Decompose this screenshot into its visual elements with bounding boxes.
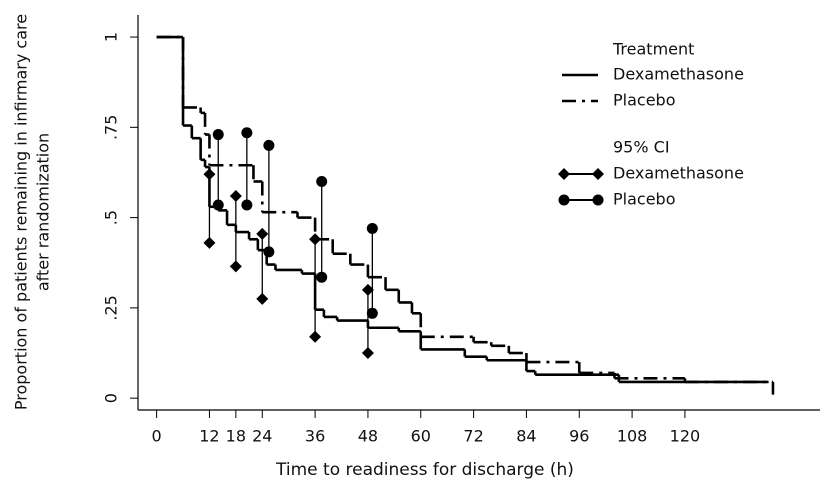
- x-tick-label: 18: [226, 427, 246, 446]
- y-tick-label: 1: [102, 32, 121, 42]
- x-tick-label: 84: [516, 427, 536, 446]
- legend-label: Dexamethasone: [613, 164, 744, 183]
- ci-marker: [256, 292, 269, 305]
- y-tick-label: 0: [102, 393, 121, 403]
- y-tick-label: .5: [102, 210, 121, 225]
- ci-marker: [592, 168, 604, 180]
- ci-marker: [366, 307, 378, 319]
- ci-marker: [212, 129, 224, 141]
- legend-label: Placebo: [613, 91, 675, 110]
- ci-marker: [203, 168, 216, 181]
- x-tick-label: 36: [305, 427, 325, 446]
- ci-marker: [592, 194, 604, 206]
- x-axis-label: Time to readiness for discharge (h): [275, 460, 574, 480]
- legend-label: Placebo: [613, 190, 675, 209]
- y-axis-label: Proportion of patients remaining in infi…: [12, 14, 31, 410]
- x-tick-label: 0: [152, 427, 162, 446]
- ci-marker: [241, 199, 253, 211]
- ci-marker: [256, 227, 269, 240]
- x-tick-label: 12: [199, 427, 219, 446]
- legend-label: Dexamethasone: [613, 65, 744, 84]
- ci-marker: [309, 330, 322, 343]
- ci-marker: [229, 189, 242, 202]
- x-tick-label: 60: [411, 427, 431, 446]
- ci-marker: [366, 222, 378, 234]
- x-tick-label: 24: [252, 427, 272, 446]
- ci-marker: [558, 168, 570, 180]
- legend-title: Treatment: [612, 40, 694, 59]
- ci-marker: [558, 194, 570, 206]
- x-tick-label: 120: [670, 427, 701, 446]
- x-tick-label: 72: [463, 427, 483, 446]
- ci-marker: [361, 283, 374, 296]
- y-axis-label: after randomization: [34, 133, 53, 291]
- legend-title: 95% CI: [613, 138, 670, 157]
- ci-marker: [316, 176, 328, 187]
- ci-marker: [203, 236, 216, 249]
- y-tick-label: .75: [102, 115, 121, 140]
- x-tick-label: 48: [358, 427, 378, 446]
- ci-marker: [361, 347, 374, 360]
- ci-marker: [241, 127, 253, 139]
- y-tick-label: .25: [102, 295, 121, 320]
- ci-marker: [263, 246, 275, 258]
- x-tick-label: 108: [617, 427, 648, 446]
- ci-marker: [229, 260, 242, 273]
- ci-marker: [309, 233, 322, 246]
- ci-marker: [212, 199, 224, 211]
- ci-marker: [263, 139, 275, 151]
- x-tick-label: 96: [569, 427, 589, 446]
- ci-marker: [316, 271, 328, 283]
